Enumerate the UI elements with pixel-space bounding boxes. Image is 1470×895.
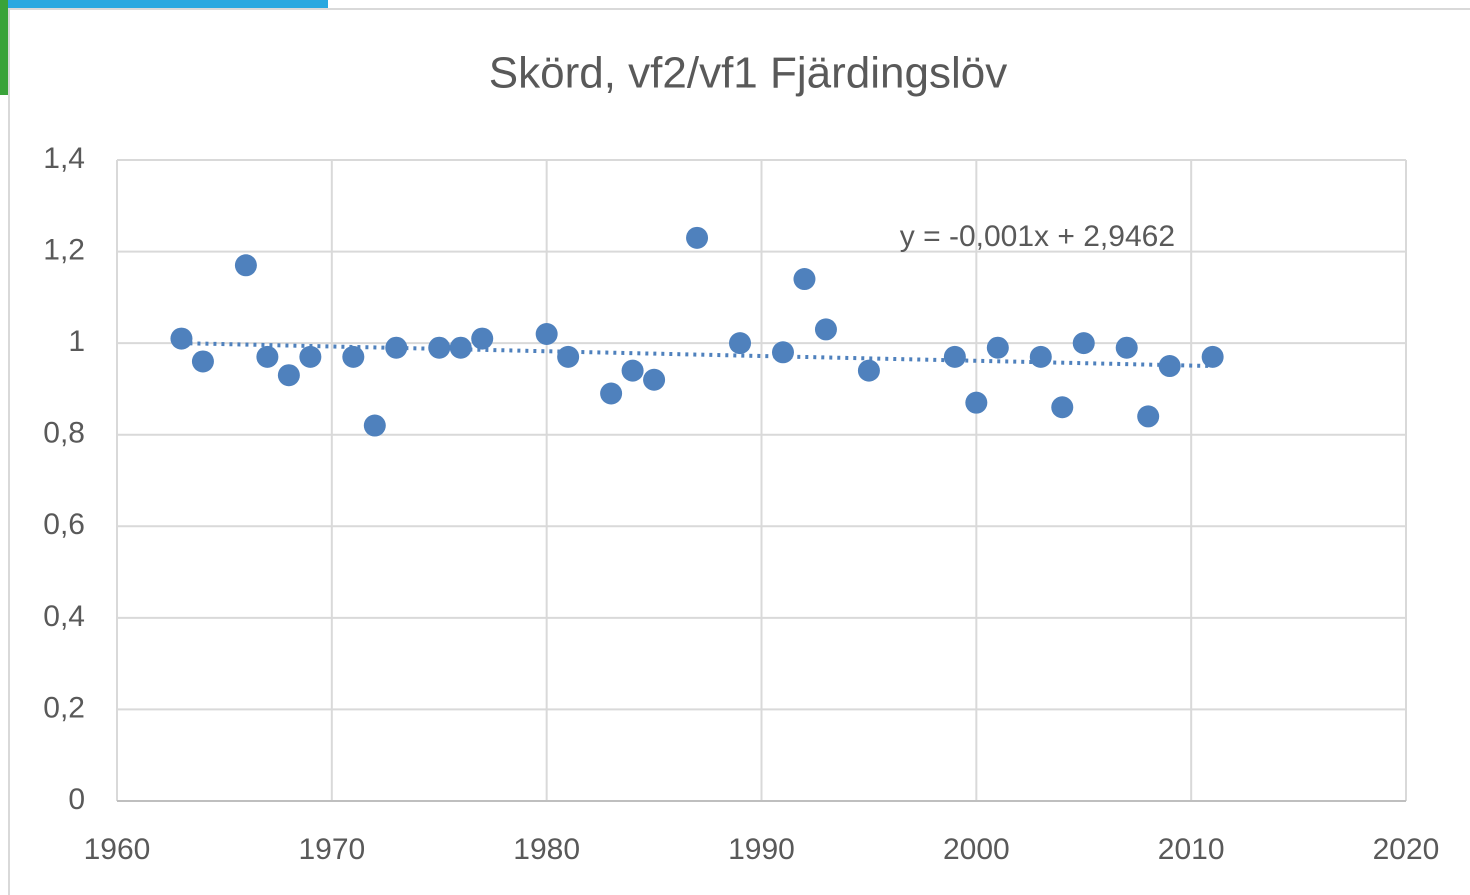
x-tick-label: 2000 xyxy=(943,833,1010,866)
data-point xyxy=(1158,355,1181,378)
x-tick-label: 2010 xyxy=(1158,833,1225,866)
data-point xyxy=(771,341,794,364)
data-point xyxy=(471,327,494,350)
data-point xyxy=(256,345,279,368)
data-point xyxy=(814,318,837,341)
data-point xyxy=(535,322,558,345)
x-tick-label: 2020 xyxy=(1373,833,1440,866)
data-point xyxy=(965,391,988,414)
data-point xyxy=(793,268,816,291)
data-point xyxy=(234,254,257,277)
data-point xyxy=(449,336,472,359)
data-point xyxy=(621,359,644,382)
data-point xyxy=(557,345,580,368)
chart-title: Skörd, vf2/vf1 Fjärdingslöv xyxy=(489,49,1007,98)
y-tick-label: 1 xyxy=(68,325,85,358)
y-tick-label: 1,2 xyxy=(43,233,85,266)
data-point xyxy=(643,368,666,391)
data-point xyxy=(729,332,752,355)
data-point xyxy=(299,345,322,368)
data-point xyxy=(342,345,365,368)
data-point xyxy=(943,345,966,368)
chart-area xyxy=(8,8,1470,895)
trendline-equation: y = -0,001x + 2,9462 xyxy=(900,220,1175,253)
y-tick-label: 1,4 xyxy=(43,142,85,175)
data-point xyxy=(363,414,386,437)
data-point xyxy=(600,382,623,405)
data-point xyxy=(170,327,193,350)
x-tick-label: 1960 xyxy=(84,833,151,866)
data-point xyxy=(277,364,300,387)
data-point xyxy=(1115,336,1138,359)
y-tick-label: 0,8 xyxy=(43,417,85,450)
data-point xyxy=(857,359,880,382)
x-tick-label: 1980 xyxy=(513,833,580,866)
data-point xyxy=(1051,396,1074,419)
data-point xyxy=(385,336,408,359)
background-image-fragment xyxy=(0,0,328,8)
background-image-fragment xyxy=(0,0,8,95)
y-tick-label: 0,2 xyxy=(43,691,85,724)
data-point xyxy=(1201,345,1224,368)
y-tick-label: 0,6 xyxy=(43,508,85,541)
y-tick-label: 0,4 xyxy=(43,600,85,633)
y-tick-label: 0 xyxy=(68,783,85,816)
data-point xyxy=(191,350,214,373)
data-point xyxy=(1137,405,1160,428)
x-tick-label: 1970 xyxy=(298,833,365,866)
data-point xyxy=(1029,345,1052,368)
data-point xyxy=(686,226,709,249)
x-tick-label: 1990 xyxy=(728,833,795,866)
data-point xyxy=(1072,332,1095,355)
data-point xyxy=(428,336,451,359)
data-point xyxy=(986,336,1009,359)
